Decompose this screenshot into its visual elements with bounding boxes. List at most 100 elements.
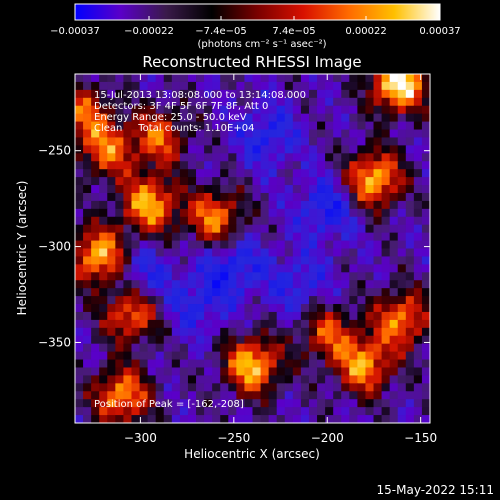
heatmap-cell [123,280,133,289]
heatmap-cell [284,327,294,337]
heatmap-cell [381,145,391,154]
heatmap-cell [317,335,326,345]
heatmap-cell [196,288,205,297]
heatmap-cell [357,137,367,146]
heatmap-cell [317,343,326,353]
heatmap-cell [163,192,173,202]
heatmap-cell [333,137,342,146]
heatmap-cell [389,256,399,265]
heatmap-cell [115,216,125,226]
heatmap-cell [421,272,430,281]
heatmap-cell [252,216,262,226]
heatmap-cell [413,97,423,107]
heatmap-cell [115,192,125,202]
heatmap-cell [171,296,181,305]
heatmap-cell [228,359,237,369]
heatmap-cell [155,121,165,131]
heatmap-cell [317,232,326,242]
heatmap-cell [333,74,342,83]
heatmap-cell [212,169,221,178]
heatmap-cell [421,97,430,107]
heatmap-cell [276,177,286,186]
heatmap-cell [115,240,125,250]
heatmap-cell [333,264,342,273]
heatmap-cell [228,89,237,99]
heatmap-cell [397,248,407,258]
heatmap-cell [115,74,125,83]
heatmap-cell [196,177,205,186]
heatmap-cell [107,391,116,400]
heatmap-cell [244,74,254,83]
heatmap-cell [115,327,125,337]
heatmap-cell [389,391,399,400]
heatmap-cell [83,240,92,250]
heatmap-cell [163,391,173,400]
heatmap-cell [204,407,213,416]
heatmap-cell [204,288,213,297]
heatmap-cell [268,153,278,162]
heatmap-cell [325,113,334,123]
heatmap-cell [413,208,423,218]
heatmap-cell [421,129,430,139]
heatmap-cell [83,97,92,107]
heatmap-cell [236,240,246,250]
heatmap-cell [91,185,100,194]
heatmap-cell [300,129,310,139]
heatmap-cell [397,185,407,194]
heatmap-cell [155,137,165,146]
heatmap-cell [373,264,383,273]
heatmap-cell [292,335,302,345]
heatmap-cell [317,391,326,400]
heatmap-cell [163,153,173,162]
heatmap-cell [373,81,383,91]
heatmap-cell [284,272,294,281]
heatmap-cell [413,280,423,289]
heatmap-cell [308,129,318,139]
heatmap-cell [421,327,430,337]
heatmap-cell [308,240,318,250]
heatmap-cell [147,351,157,361]
heatmap-cell [292,208,302,218]
heatmap-cell [75,121,84,131]
heatmap-cell [179,216,189,226]
heatmap-cell [300,89,310,99]
heatmap-cell [276,256,286,265]
heatmap-cell [244,407,254,416]
heatmap-cell [381,407,391,416]
heatmap-cell [357,359,367,369]
heatmap-cell [308,232,318,242]
heatmap-cell [365,105,375,115]
heatmap-cell [276,105,286,115]
heatmap-cell [196,113,205,123]
heatmap-cell [260,272,270,281]
heatmap-cell [196,248,205,258]
heatmap-cell [397,375,407,384]
heatmap-cell [123,256,133,265]
heatmap-cell [187,359,197,369]
heatmap-cell [131,319,141,329]
heatmap-cell [75,105,84,115]
heatmap-cell [308,113,318,123]
heatmap-cell [139,185,149,194]
heatmap-cell [389,192,399,202]
heatmap-cell [196,399,205,408]
heatmap-cell [107,304,116,313]
heatmap-cell [155,169,165,178]
heatmap-cell [147,407,157,416]
heatmap-cell [99,137,108,146]
heatmap-cell [155,367,165,377]
heatmap-cell [252,399,262,408]
heatmap-cell [325,97,334,107]
heatmap-cell [365,343,375,353]
heatmap-cell [421,208,430,218]
heatmap-cell [317,288,326,297]
heatmap-cell [349,399,358,408]
heatmap-cell [413,264,423,273]
colorbar-tick-label: 7.4e−05 [272,26,315,37]
heatmap-cell [75,129,84,139]
heatmap-cell [389,240,399,250]
heatmap-cell [413,200,423,210]
heatmap-cell [325,367,334,377]
heatmap-cell [405,177,415,186]
heatmap-cell [179,185,189,194]
